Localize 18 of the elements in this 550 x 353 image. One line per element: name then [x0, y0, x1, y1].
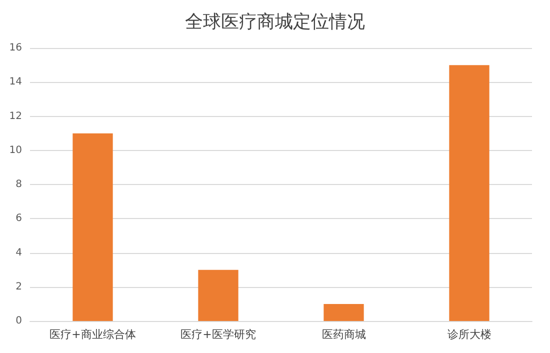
y-tick-label: 12: [9, 110, 22, 122]
bar: [324, 304, 364, 321]
x-tick-label: 医疗+商业综合体: [50, 328, 136, 341]
y-tick-label: 8: [16, 179, 22, 190]
bar: [198, 270, 238, 321]
y-tick-label: 4: [16, 247, 22, 258]
x-tick-label: 医药商城: [322, 328, 366, 341]
y-tick-label: 14: [9, 76, 22, 88]
y-tick-label: 6: [16, 213, 22, 224]
x-tick-label: 医疗+医学研究: [180, 328, 256, 341]
bar: [449, 65, 490, 321]
bar: [72, 133, 113, 321]
y-tick-label: 0: [16, 316, 22, 326]
y-tick-label: 2: [16, 281, 22, 292]
chart-title: 全球医疗商城定位情况: [185, 12, 365, 32]
y-tick-label: 16: [9, 42, 22, 54]
x-tick-label: 诊所大楼: [447, 328, 492, 341]
y-tick-label: 10: [9, 144, 22, 156]
